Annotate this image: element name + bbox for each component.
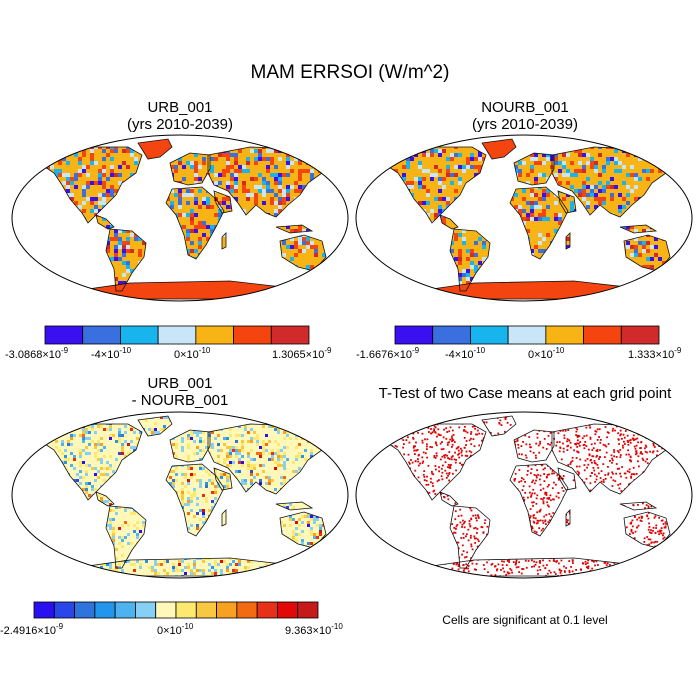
colorbar-nourb-label-2: -4×10-10 xyxy=(445,346,486,361)
colorbar-swatch xyxy=(297,601,319,619)
panel-diff-title-line2: - NOURB_001 xyxy=(131,392,229,409)
colorbar-urb-label-2: -4×10-10 xyxy=(91,346,132,361)
colorbar-swatch xyxy=(216,601,238,619)
colorbar-swatch xyxy=(432,325,471,345)
colorbar-swatch xyxy=(394,325,434,345)
colorbar-swatch xyxy=(175,601,197,619)
colorbar-swatch xyxy=(233,325,272,345)
colorbar-swatch xyxy=(135,601,157,619)
colorbar-swatch xyxy=(114,601,136,619)
colorbar-urb-label-max: 1.3065×10-9 xyxy=(272,346,332,361)
colorbar-diff-label-max: 9.363×10-10 xyxy=(285,622,343,637)
panel-diff-title-line1: URB_001 xyxy=(147,375,213,392)
colorbar-swatch xyxy=(155,601,177,619)
colorbar-swatch xyxy=(470,325,509,345)
colorbar-swatch xyxy=(545,325,584,345)
colorbar-swatch xyxy=(507,325,547,345)
map-ttest xyxy=(355,411,693,579)
panel-ttest-title: T-Test of two Case means at each grid po… xyxy=(378,385,672,402)
main-title: MAM ERRSOI (W/m^2) xyxy=(250,62,450,83)
colorbar-swatch xyxy=(620,325,660,345)
colorbar-swatch xyxy=(74,601,96,619)
colorbar-swatch xyxy=(256,601,278,619)
colorbar-urb-label-3: 0×10-10 xyxy=(174,346,211,361)
colorbar-swatch xyxy=(583,325,622,345)
map-nourb xyxy=(355,134,693,302)
colorbar-swatch xyxy=(270,325,310,345)
colorbar-swatch xyxy=(157,325,197,345)
colorbar-swatch xyxy=(195,325,234,345)
colorbar-swatch xyxy=(277,601,299,619)
colorbar-swatch xyxy=(120,325,159,345)
colorbar-diff xyxy=(33,601,319,619)
colorbar-nourb-label-max: 1.333×10-9 xyxy=(628,346,682,361)
colorbar-urb-label-min: -3.0868×10-9 xyxy=(5,346,69,361)
panel-nourb-title-line2: (yrs 2010-2039) xyxy=(472,116,578,133)
colorbar-swatch xyxy=(236,601,258,619)
panel-urb-title: URB_001 (yrs 2010-2039) xyxy=(60,99,300,133)
colorbar-swatch xyxy=(94,601,116,619)
colorbar-swatch xyxy=(53,601,75,619)
colorbar-nourb-label-3: 0×10-10 xyxy=(528,346,565,361)
colorbar-urb xyxy=(44,325,310,345)
panel-nourb-title: NOURB_001 (yrs 2010-2039) xyxy=(405,99,645,133)
colorbar-diff-label-min: -2.4916×10-9 xyxy=(0,622,64,637)
panel-diff-title: URB_001 - NOURB_001 xyxy=(60,375,300,409)
colorbar-swatch xyxy=(195,601,217,619)
significance-note: Cells are significant at 0.1 level xyxy=(442,613,608,627)
panel-urb-title-line2: (yrs 2010-2039) xyxy=(127,116,233,133)
panel-urb-title-line1: URB_001 xyxy=(147,99,213,116)
colorbar-nourb xyxy=(394,325,660,345)
colorbar-swatch xyxy=(44,325,84,345)
colorbar-swatch xyxy=(82,325,121,345)
colorbar-nourb-label-min: -1.6676×10-9 xyxy=(356,346,420,361)
panel-nourb-title-line1: NOURB_001 xyxy=(481,99,569,116)
colorbar-swatch xyxy=(33,601,55,619)
map-diff xyxy=(11,411,349,579)
colorbar-diff-label-mid: 0×10-10 xyxy=(157,622,194,637)
map-urb xyxy=(11,134,349,302)
